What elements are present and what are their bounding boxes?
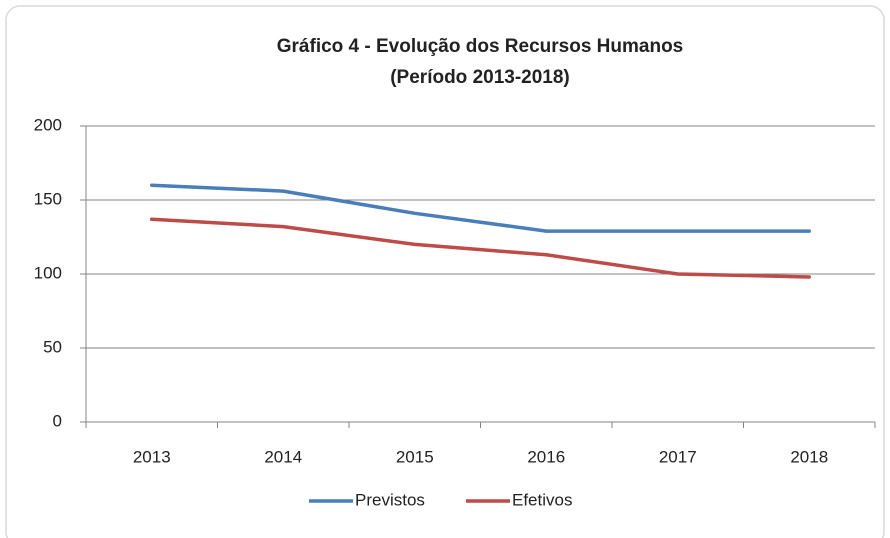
x-tick-label: 2018 <box>790 447 828 466</box>
series-line <box>150 217 811 279</box>
y-tick-label: 150 <box>34 189 62 208</box>
y-tick-label: 50 <box>43 337 62 356</box>
x-tick-label: 2017 <box>659 447 697 466</box>
y-tick-label: 0 <box>53 411 62 430</box>
x-tick-label: 2013 <box>133 447 171 466</box>
x-tick-label: 2016 <box>527 447 565 466</box>
chart-title: Gráfico 4 - Evolução dos Recursos Humano… <box>277 36 684 57</box>
series-line <box>150 183 811 233</box>
x-tick-label: 2014 <box>264 447 302 466</box>
legend-label: Previstos <box>355 490 425 509</box>
x-tick-label: 2015 <box>396 447 434 466</box>
chart-frame <box>5 5 885 538</box>
y-tick-label: 200 <box>34 115 62 134</box>
y-tick-label: 100 <box>34 263 62 282</box>
legend-label: Efetivos <box>512 490 572 509</box>
chart-title: (Período 2013-2018) <box>390 67 570 88</box>
